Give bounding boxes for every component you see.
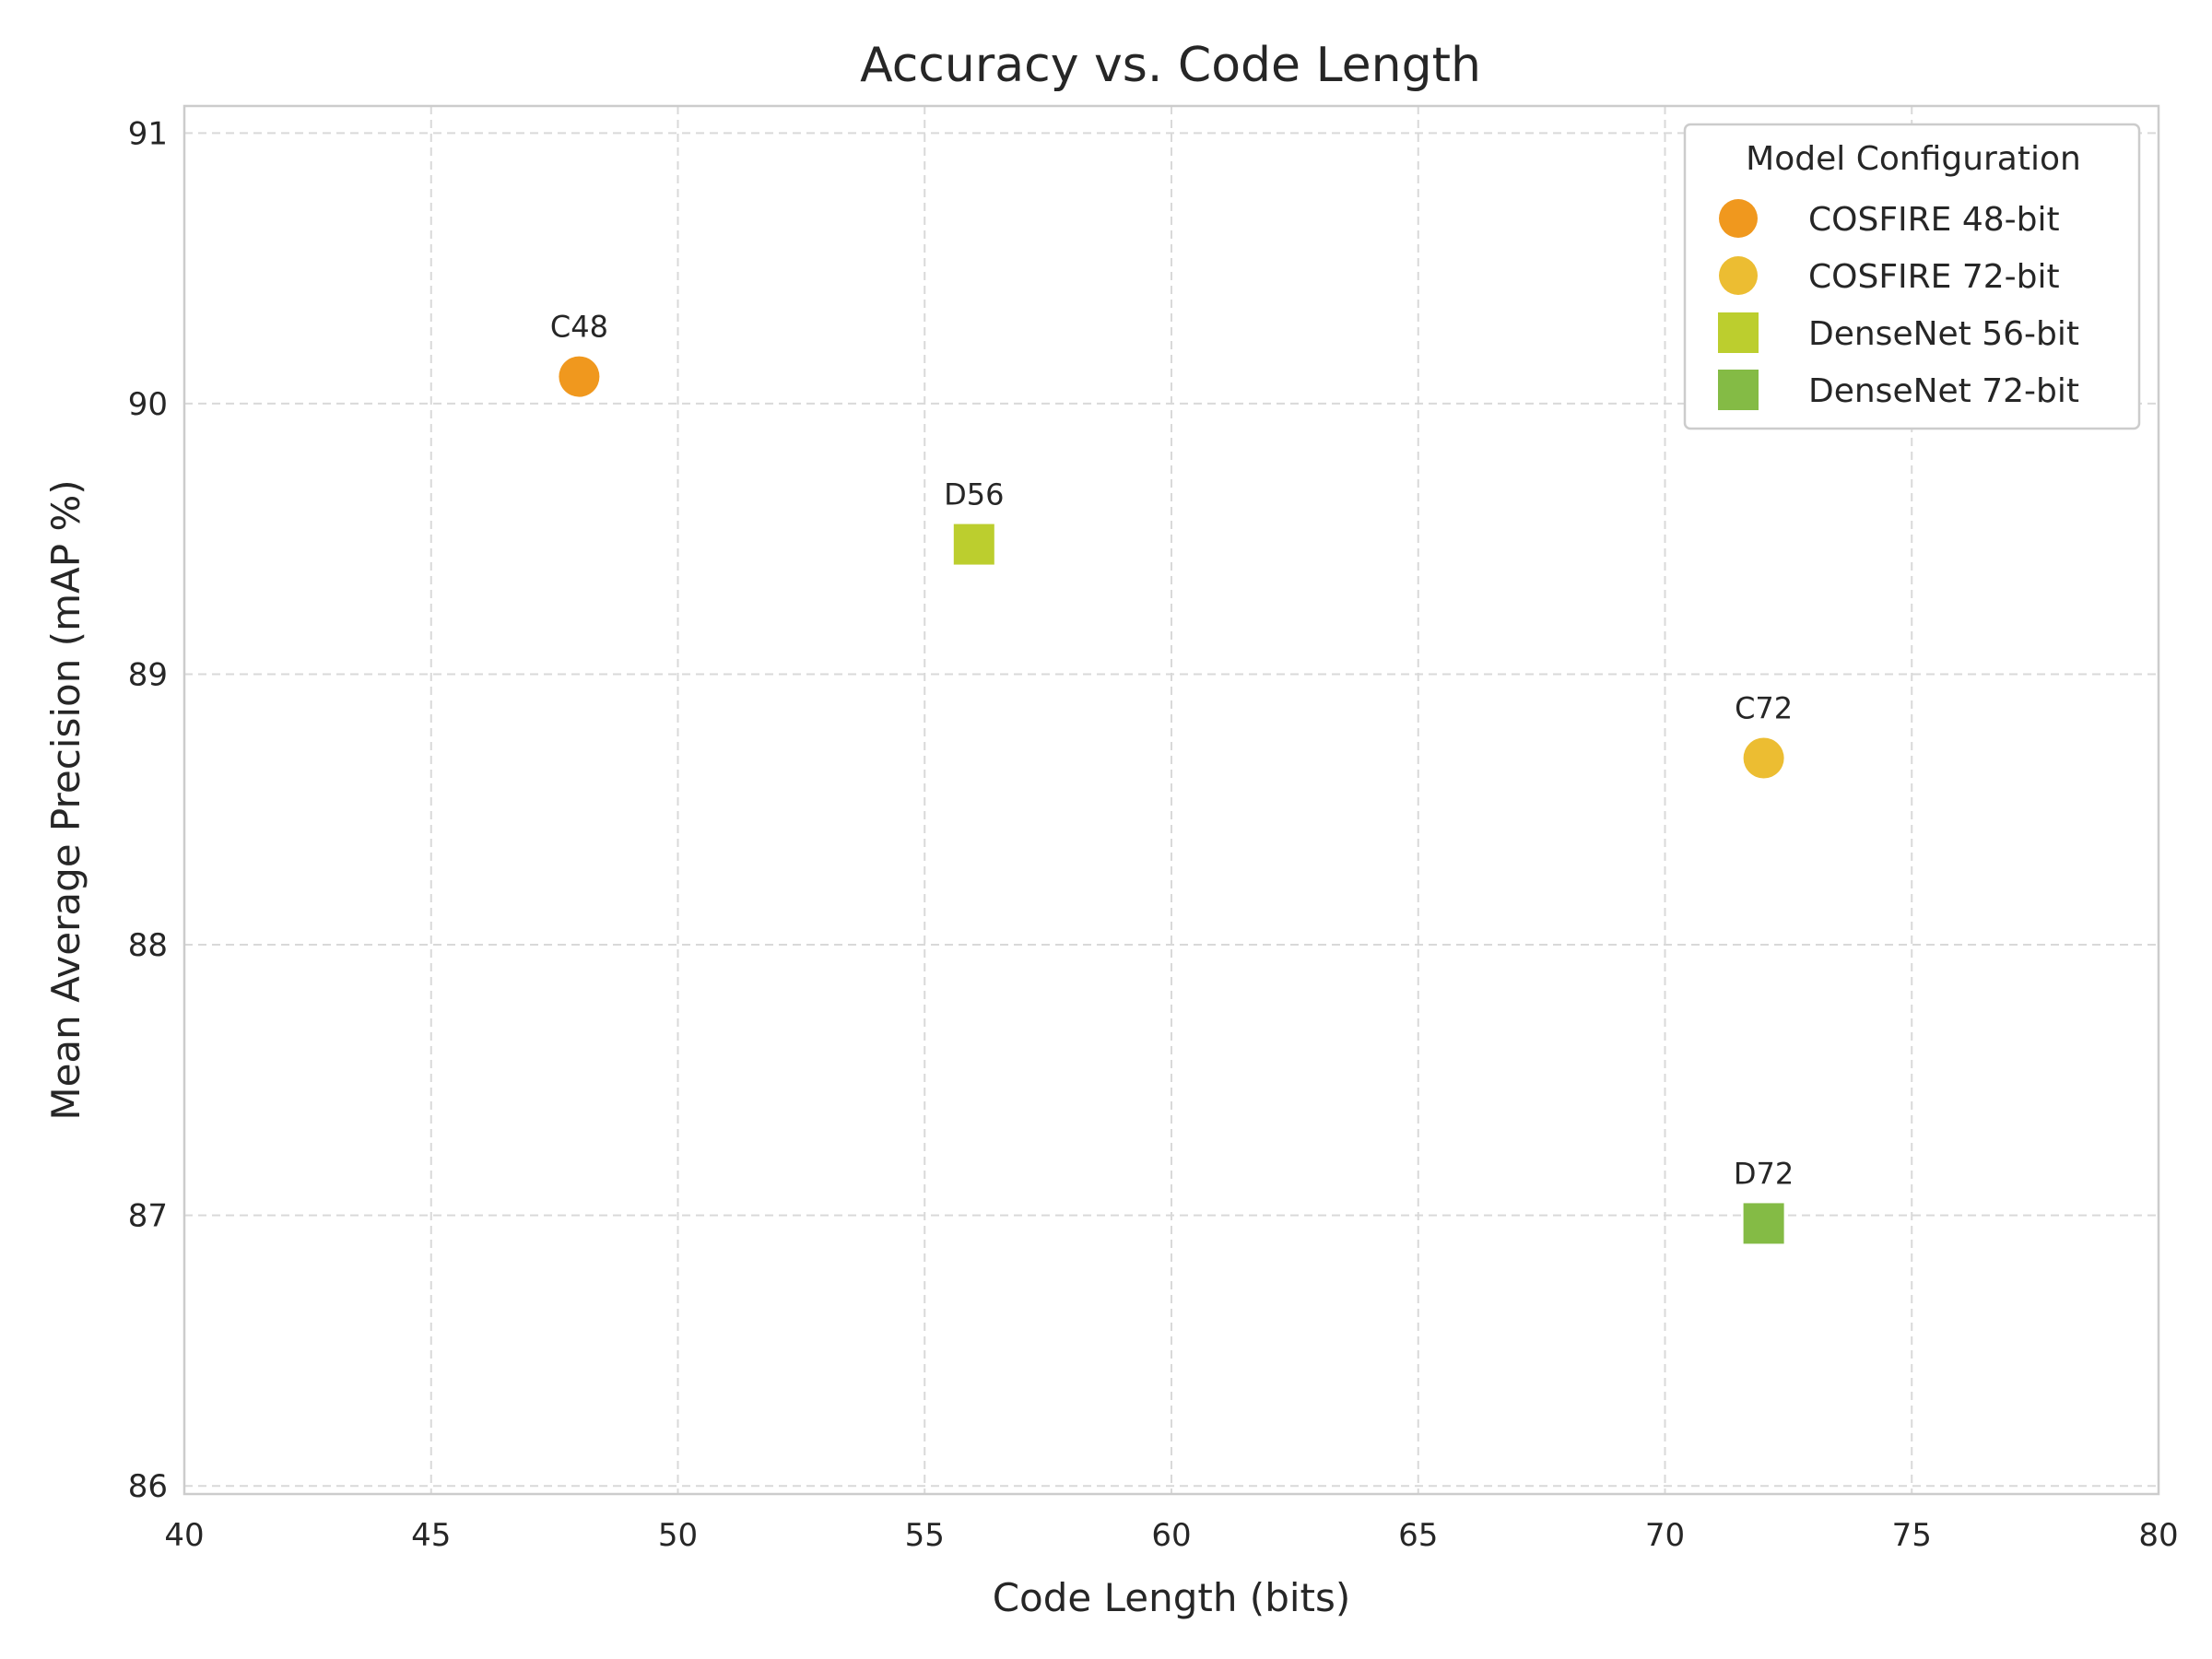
data-point-label: C48 (550, 310, 608, 345)
y-tick-label: 90 (128, 386, 168, 423)
legend-marker (1719, 256, 1758, 295)
data-point-marker (953, 524, 994, 565)
x-tick-label: 55 (905, 1517, 945, 1554)
axis-ticks: 40 45 50 55 60 65 70 75 80 86 87 88 89 90 91 (128, 115, 2179, 1554)
data-point-label: D72 (1734, 1156, 1794, 1191)
legend: Model Configuration COSFIRE 48-bitCOSFIR… (1683, 123, 2141, 430)
legend-entry-label: DenseNet 56-bit (1808, 315, 2079, 353)
y-tick-label: 89 (128, 656, 168, 693)
data-points: C48 C72 D56 D72 (550, 310, 1794, 1244)
data-point-label: D56 (944, 477, 1004, 512)
plot-frame (182, 104, 2160, 1496)
x-tick-label: 80 (2138, 1517, 2178, 1554)
legend-box (1683, 123, 2141, 430)
y-tick-label: 88 (128, 927, 168, 964)
x-tick-label: 70 (1645, 1517, 1685, 1554)
data-point-marker (559, 356, 600, 397)
legend-entry-label: COSFIRE 72-bit (1808, 258, 2060, 296)
y-axis-title: Mean Average Precision (mAP %) (43, 479, 88, 1120)
data-point-marker (1743, 1203, 1784, 1244)
x-tick-label: 40 (164, 1517, 204, 1554)
x-tick-label: 50 (658, 1517, 698, 1554)
legend-marker (1718, 370, 1759, 410)
x-tick-label: 65 (1398, 1517, 1438, 1554)
x-tick-label: 45 (411, 1517, 451, 1554)
legend-title: Model Configuration (1746, 140, 2081, 178)
x-tick-label: 75 (1892, 1517, 1932, 1554)
data-point-label: C72 (1735, 690, 1793, 725)
data-point-marker (1743, 737, 1784, 779)
legend-marker (1719, 199, 1758, 238)
legend-entry-label: DenseNet 72-bit (1808, 372, 2079, 410)
x-tick-label: 60 (1151, 1517, 1191, 1554)
legend-marker (1718, 312, 1759, 353)
legend-items: COSFIRE 48-bit COSFIRE 72-bit DenseNet 56-… (1718, 199, 2079, 410)
chart-title: Accuracy vs. Code Length (860, 38, 1481, 93)
y-tick-label: 91 (128, 115, 168, 152)
legend-entry-label: COSFIRE 48-bit (1808, 201, 2060, 239)
y-tick-label: 87 (128, 1198, 168, 1235)
x-axis-title: Code Length (bits) (993, 1575, 1351, 1620)
y-tick-label: 86 (128, 1468, 168, 1505)
